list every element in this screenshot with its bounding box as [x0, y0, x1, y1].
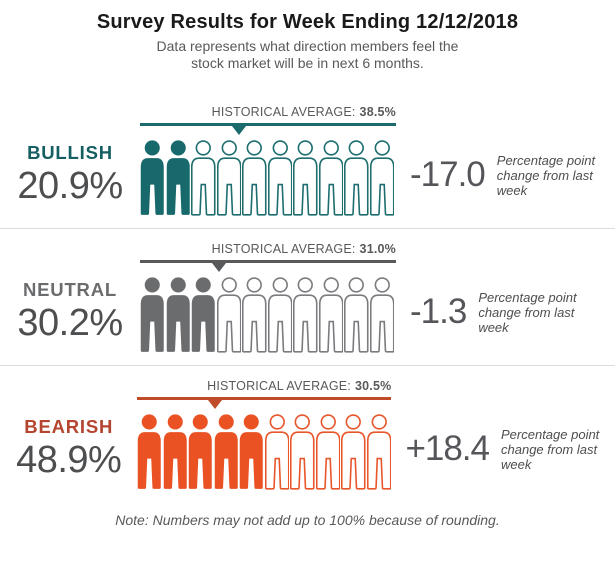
person-icon-outline — [293, 277, 318, 353]
rounding-footnote: Note: Numbers may not add up to 100% bec… — [115, 512, 500, 529]
category-percentage: 30.2% — [17, 301, 123, 344]
category-label: BULLISH — [27, 141, 113, 163]
historical-average-bar — [140, 123, 396, 136]
change-column: -17.0 Percentage point change from last w… — [396, 105, 615, 216]
person-icon-outline — [366, 414, 392, 490]
historical-average-marker — [212, 263, 227, 273]
change-value: -1.3 — [410, 292, 467, 332]
historical-average-label: HISTORICAL AVERAGE: 31.0% — [140, 242, 396, 256]
historical-average-label: HISTORICAL AVERAGE: 38.5% — [140, 105, 396, 119]
change-value: -17.0 — [410, 155, 486, 195]
person-icon-outline — [290, 414, 315, 490]
person-icon-filled — [240, 414, 264, 489]
person-icon-outline — [267, 277, 292, 353]
person-icon-filled — [140, 277, 164, 352]
historical-average-value: 31.0% — [359, 242, 396, 257]
person-icon-outline — [369, 277, 394, 353]
section-divider — [0, 365, 615, 367]
person-icon-filled — [163, 414, 187, 489]
subtitle-line2: stock market will be in next 6 months. — [191, 55, 424, 72]
person-icons-row — [140, 276, 396, 353]
category-label: BEARISH — [24, 415, 114, 437]
historical-average-marker — [231, 126, 246, 136]
historical-average-text: HISTORICAL AVERAGE: — [211, 242, 356, 257]
change-value: +18.4 — [405, 429, 490, 469]
person-icon-filled — [140, 140, 164, 215]
person-icon-filled — [138, 414, 162, 489]
person-icon-outline — [267, 140, 292, 216]
pictogram-column: HISTORICAL AVERAGE: 30.5% — [137, 379, 392, 490]
historical-average-label: HISTORICAL AVERAGE: 30.5% — [137, 379, 391, 393]
subtitle: Data represents what direction members f… — [0, 38, 615, 72]
person-icon-outline — [344, 277, 369, 353]
historical-average-value: 38.5% — [359, 105, 396, 120]
change-column: -1.3 Percentage point change from last we… — [396, 242, 615, 353]
historical-average-marker — [207, 400, 222, 410]
category-label: NEUTRAL — [23, 278, 117, 300]
historical-average-value: 30.5% — [354, 379, 392, 394]
historical-average-bar — [137, 397, 392, 410]
category-column: BEARISH 48.9% — [0, 379, 137, 490]
person-icons-row — [140, 139, 396, 216]
category-column: NEUTRAL 30.2% — [0, 242, 140, 353]
person-icon-filled — [189, 414, 213, 489]
change-description: Percentage point change from last week — [501, 426, 600, 473]
change-description: Percentage point change from last week — [478, 289, 577, 336]
person-icons-row — [137, 413, 392, 490]
person-icon-outline — [242, 140, 267, 216]
person-icon-outline — [264, 414, 290, 490]
sections-container: BULLISH 20.9% HISTORICAL AVERAGE: 38.5% -17.… — [0, 92, 615, 502]
person-icon-filled — [214, 414, 238, 489]
person-icon-outline — [242, 277, 267, 353]
sentiment-section-bearish: BEARISH 48.9% HISTORICAL AVERAGE: 30.5% +18.… — [0, 366, 615, 502]
person-icon-outline — [341, 414, 366, 490]
person-icon-outline — [191, 140, 216, 216]
change-description: Percentage point change from last week — [496, 152, 596, 199]
change-column: +18.4 Percentage point change from last w… — [391, 379, 615, 490]
historical-average-text: HISTORICAL AVERAGE: — [211, 105, 356, 120]
historical-average-text: HISTORICAL AVERAGE: — [207, 379, 351, 394]
person-icon-outline — [216, 140, 241, 216]
sentiment-section-neutral: NEUTRAL 30.2% HISTORICAL AVERAGE: 31.0% -1.3… — [0, 229, 615, 365]
category-column: BULLISH 20.9% — [0, 105, 140, 216]
pictogram-column: HISTORICAL AVERAGE: 38.5% — [140, 105, 396, 216]
historical-average-bar — [140, 260, 396, 273]
person-icon-outline — [315, 414, 341, 490]
person-icon-outline — [369, 140, 394, 216]
sentiment-section-bullish: BULLISH 20.9% HISTORICAL AVERAGE: 38.5% -17.… — [0, 92, 615, 228]
person-icon-outline — [293, 140, 318, 216]
person-icon-outline — [216, 277, 241, 353]
category-percentage: 20.9% — [17, 164, 123, 207]
category-percentage: 48.9% — [16, 438, 122, 481]
person-icon-filled — [191, 277, 215, 352]
person-icon-outline — [344, 140, 369, 216]
subtitle-line1: Data represents what direction members f… — [156, 38, 459, 54]
person-icon-filled — [166, 140, 190, 215]
section-divider — [0, 228, 615, 230]
person-icon-outline — [318, 277, 343, 353]
pictogram-column: HISTORICAL AVERAGE: 31.0% — [140, 242, 396, 353]
person-icon-outline — [318, 140, 343, 216]
page-title: Survey Results for Week Ending 12/12/201… — [96, 11, 519, 33]
person-icon-filled — [166, 277, 190, 352]
